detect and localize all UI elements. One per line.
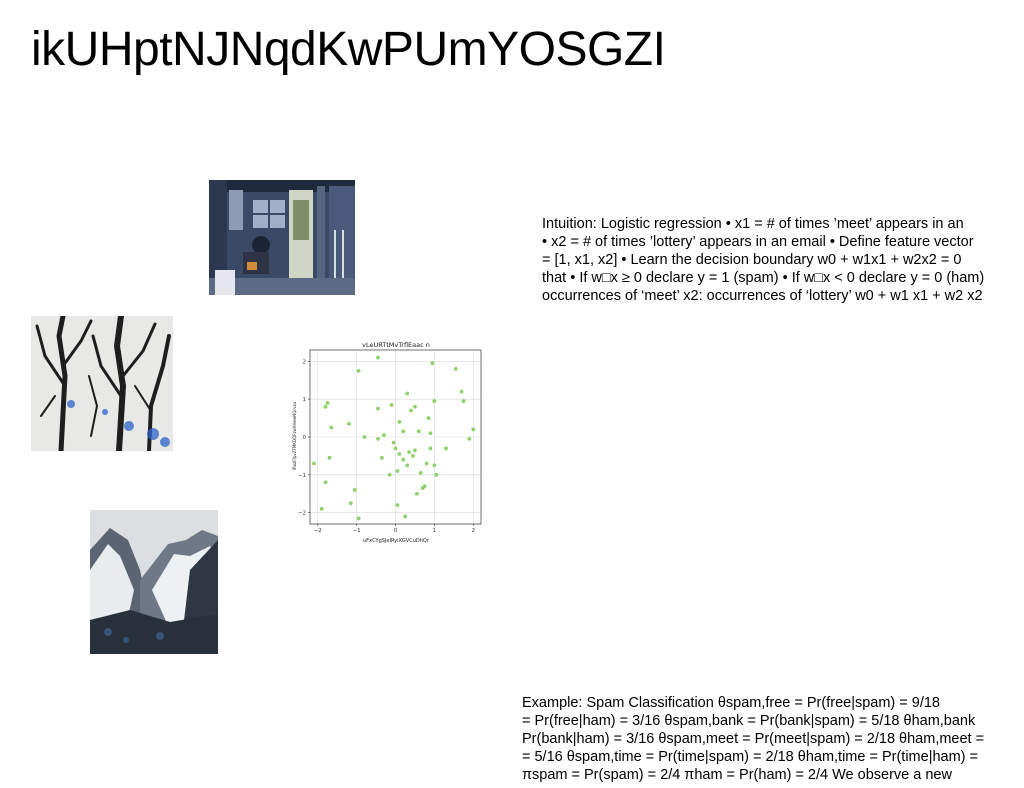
data-point xyxy=(323,404,328,409)
data-point xyxy=(376,355,380,360)
data-point xyxy=(376,436,380,441)
slide-title: ikUHptNJNqdKwPUmYOSGZI xyxy=(31,23,666,76)
data-point xyxy=(381,433,386,438)
data-point xyxy=(424,461,429,466)
data-point xyxy=(325,401,330,405)
data-point xyxy=(416,429,421,434)
example-line: πspam = Pr(spam) = 2/4 πham = Pr(ham) = … xyxy=(522,767,952,783)
data-point xyxy=(426,416,431,420)
data-point xyxy=(403,514,408,519)
data-point xyxy=(407,450,412,455)
data-point xyxy=(471,427,476,432)
snowy-mountain-photo xyxy=(90,510,218,654)
x-tick-label: 1 xyxy=(433,528,437,534)
data-point xyxy=(397,419,402,424)
data-point xyxy=(376,406,380,411)
example-text: Example: Spam Classification θspam,free … xyxy=(522,694,1024,784)
data-point xyxy=(453,367,458,371)
y-tick-label: −1 xyxy=(298,473,306,479)
data-point xyxy=(459,389,464,394)
y-tick-label: −2 xyxy=(298,511,306,517)
y-tick-label: 2 xyxy=(303,359,307,365)
data-point xyxy=(401,457,406,462)
data-point xyxy=(311,461,316,466)
data-point xyxy=(432,463,437,468)
example-line: = Pr(free|ham) = 3/16 θspam,bank = Pr(ba… xyxy=(522,713,976,729)
data-point xyxy=(329,425,334,430)
data-point xyxy=(405,463,410,468)
data-point xyxy=(411,454,415,458)
x-tick-label: −2 xyxy=(314,528,322,534)
data-point xyxy=(467,436,472,441)
data-point xyxy=(409,408,413,413)
data-point xyxy=(356,368,361,373)
data-point xyxy=(362,435,367,439)
data-point xyxy=(428,431,433,436)
data-point xyxy=(434,472,439,477)
data-point xyxy=(395,469,400,473)
x-axis-label: uFxCYgSJeIRyiXGVCuDhQr xyxy=(363,538,430,544)
data-point xyxy=(387,472,392,477)
intuition-line: • x2 = # of times ’lottery’ appears in a… xyxy=(542,234,974,250)
intuition-line: = [1, x1, x2] • Learn the decision bound… xyxy=(542,252,962,268)
data-point xyxy=(391,440,396,445)
scatter-chart: vLeURTtMvTrflEaac n uFxCYgSJeIRyiXGVCuDh… xyxy=(286,336,490,550)
bare-trees-photo xyxy=(31,316,173,451)
data-point xyxy=(428,446,433,451)
x-tick-label: 2 xyxy=(471,528,475,534)
data-point xyxy=(397,452,402,456)
y-axis-label: lRozFfpvZFMKDQFzwXHewNQrvzu xyxy=(292,401,297,470)
data-point xyxy=(405,391,410,396)
example-line: = 5/16 θspam,time = Pr(time|spam) = 2/18… xyxy=(522,749,978,765)
interior-photo xyxy=(209,180,355,295)
data-point xyxy=(418,471,423,475)
data-point xyxy=(356,516,361,521)
data-point xyxy=(422,484,427,489)
data-point xyxy=(414,491,419,496)
intuition-text: Intuition: Logistic regression • x1 = # … xyxy=(542,215,1024,305)
data-point xyxy=(413,448,417,453)
data-point xyxy=(393,446,398,451)
data-point xyxy=(346,421,351,426)
intuition-line: occurrences of ‘meet’ x2: occurrences of… xyxy=(542,288,983,304)
data-point xyxy=(432,399,437,403)
y-tick-label: 0 xyxy=(303,435,307,441)
x-tick-label: −1 xyxy=(353,528,361,534)
data-point xyxy=(444,446,448,451)
data-point xyxy=(327,455,332,460)
data-point xyxy=(395,503,400,507)
x-tick-label: 0 xyxy=(394,528,398,534)
example-line: Pr(bank|ham) = 3/16 θspam,meet = Pr(meet… xyxy=(522,731,985,747)
data-point xyxy=(319,506,324,511)
data-point xyxy=(348,501,353,506)
data-point xyxy=(461,399,466,403)
chart-title: vLeURTtMvTrflEaac n xyxy=(362,341,430,349)
y-tick-label: 1 xyxy=(303,397,307,403)
data-point xyxy=(430,361,435,366)
intuition-line: Intuition: Logistic regression • x1 = # … xyxy=(542,216,964,232)
data-point xyxy=(379,455,384,460)
data-point xyxy=(323,480,328,485)
data-point xyxy=(352,488,357,492)
data-point xyxy=(401,429,406,434)
intuition-line: that • If w□x ≥ 0 declare y = 1 (spam) •… xyxy=(542,270,985,286)
data-point xyxy=(389,402,394,407)
data-point xyxy=(413,404,417,409)
example-line: Example: Spam Classification θspam,free … xyxy=(522,695,941,711)
